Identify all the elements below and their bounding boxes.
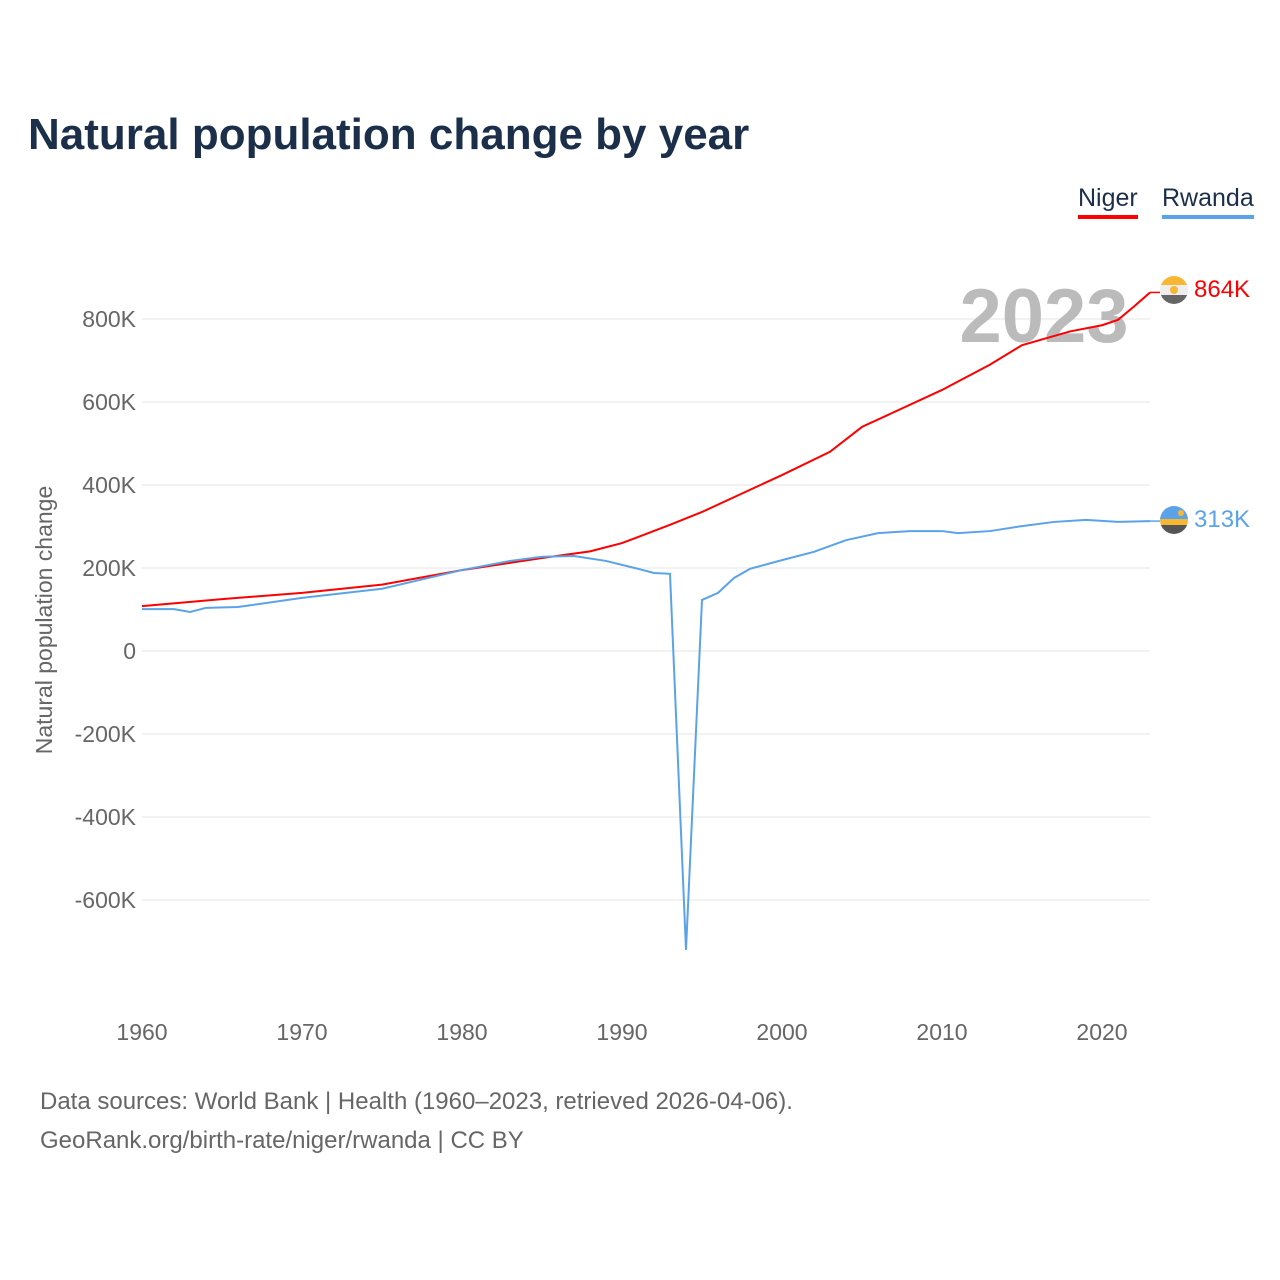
y-tick-label: 0 bbox=[123, 638, 136, 664]
x-tick-label: 1980 bbox=[436, 1019, 487, 1045]
x-tick-label: 1970 bbox=[276, 1019, 327, 1045]
x-tick-label: 2020 bbox=[1076, 1019, 1127, 1045]
y-tick-label: 600K bbox=[82, 389, 136, 415]
y-axis-label: Natural population change bbox=[31, 486, 57, 755]
niger-flag-icon bbox=[1160, 276, 1188, 304]
x-tick-label: 1960 bbox=[116, 1019, 167, 1045]
y-tick-label: 200K bbox=[82, 555, 136, 581]
series-line-rwanda[interactable] bbox=[142, 518, 1151, 950]
y-tick-label: 400K bbox=[82, 472, 136, 498]
legend-rwanda[interactable]: Rwanda bbox=[1162, 184, 1254, 219]
x-tick-label: 1990 bbox=[596, 1019, 647, 1045]
y-tick-label: 800K bbox=[82, 306, 136, 332]
series-line-niger[interactable] bbox=[141, 291, 1151, 608]
x-tick-label: 2000 bbox=[756, 1019, 807, 1045]
y-tick-label: -600K bbox=[75, 887, 137, 913]
y-tick-label: -200K bbox=[75, 721, 137, 747]
chart-title: Natural population change by year bbox=[28, 110, 750, 159]
source-text: Data sources: World Bank | Health (1960–… bbox=[40, 1088, 793, 1115]
source-link[interactable]: GeoRank.org/birth-rate/niger/rwanda | CC… bbox=[40, 1127, 524, 1154]
y-tick-label: -400K bbox=[75, 804, 137, 830]
legend-niger[interactable]: Niger bbox=[1078, 184, 1138, 219]
rwanda-flag-icon bbox=[1160, 506, 1188, 534]
x-tick-label: 2010 bbox=[916, 1019, 967, 1045]
year-watermark: 2023 bbox=[959, 274, 1128, 359]
rwanda-end-label: 313K bbox=[1194, 506, 1250, 533]
niger-end-label: 864K bbox=[1194, 276, 1250, 303]
